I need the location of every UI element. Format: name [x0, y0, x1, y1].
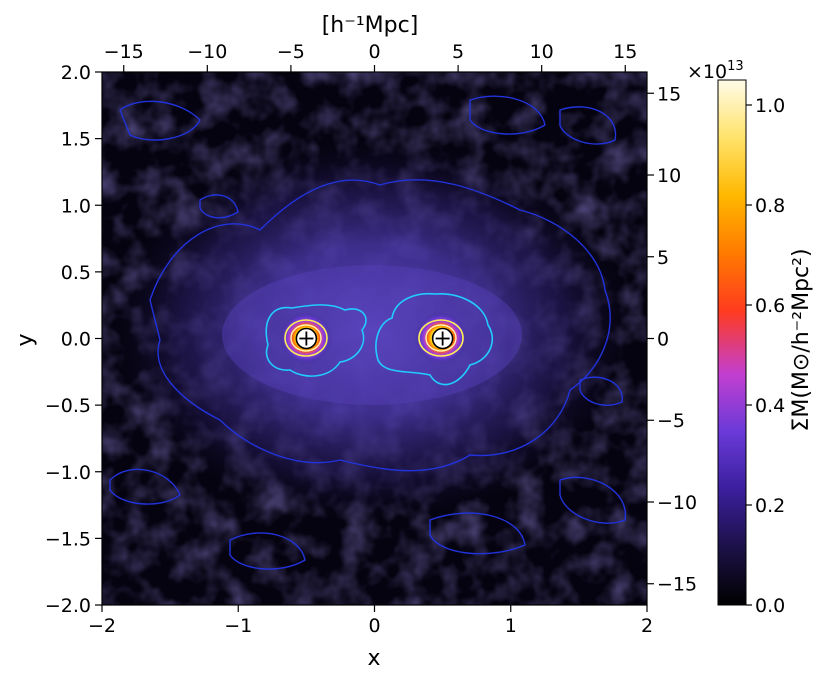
colorbar-tick-label: 0.8 [755, 195, 785, 217]
halo-1-contour-inner [290, 324, 322, 352]
marker-layer [295, 327, 454, 350]
halo-1-contour-outer [284, 319, 328, 357]
x-tick-label: 0 [368, 615, 380, 637]
colorbar-tick-label: 0.6 [755, 295, 785, 317]
right-y-tick-label: 10 [657, 165, 681, 187]
contour-level-2 [265, 292, 494, 386]
x-tick-label: 1 [505, 615, 517, 637]
right-y-tick-label: −15 [657, 574, 697, 596]
halo-2-marker [431, 327, 454, 350]
colorbar-multiplier-exp: 13 [727, 59, 744, 74]
x-tick-label: −1 [224, 615, 252, 637]
halo-2-contour-inner [425, 324, 457, 352]
top-x-tick-label: 0 [368, 41, 380, 63]
right-y-tick-label: 0 [657, 329, 669, 351]
top-axis-label: [h⁻¹Mpc] [322, 13, 419, 38]
heatmap-panel [102, 72, 647, 605]
colorbar-tick-label: 0.4 [755, 395, 785, 417]
y-tick-label: 0.5 [61, 262, 91, 284]
y-axis-label: y [13, 333, 38, 346]
colorbar-tick-label: 0.0 [755, 595, 785, 617]
axis-ticks: −2 −1 0 1 2−2.0−1.5−1.0−0.50.00.51.01.52.0−1… [45, 41, 697, 637]
x-tick-label: −2 [88, 615, 116, 637]
right-y-tick-label: 5 [657, 247, 669, 269]
colorbar-multiplier-base: ×10 [687, 61, 727, 83]
top-x-tick-label: 15 [613, 41, 637, 63]
halo-2-contour-outer [418, 319, 464, 357]
colorbar-ticks: 0.0 0.2 0.4 0.6 0.8 1.0 [746, 95, 785, 617]
top-x-tick-label: −10 [187, 41, 227, 63]
y-tick-label: 1.0 [61, 195, 91, 217]
contour-level-1 [109, 95, 626, 570]
colorbar-multiplier: ×1013 [687, 59, 744, 83]
y-tick-label: −1.0 [45, 462, 91, 484]
top-x-tick-label: −15 [104, 41, 144, 63]
colorbar-label: ΣM(M⊙/h⁻²Mpc²) [789, 248, 814, 431]
x-axis-label: x [367, 646, 380, 671]
right-y-tick-label: 15 [657, 83, 681, 105]
top-x-tick-label: 5 [452, 41, 464, 63]
y-tick-label: 1.5 [61, 129, 91, 151]
colorbar-tick-label: 0.2 [755, 495, 785, 517]
right-y-tick-label: −10 [657, 492, 697, 514]
top-x-tick-label: −5 [277, 41, 305, 63]
y-tick-label: −0.5 [45, 395, 91, 417]
cluster-core [222, 265, 522, 405]
y-tick-label: −2.0 [45, 595, 91, 617]
cluster-glow [112, 140, 632, 520]
colorbar-gradient [717, 79, 747, 606]
y-tick-label: 0.0 [61, 329, 91, 351]
colorbar-tick-label: 1.0 [755, 95, 785, 117]
halo-1-marker [295, 327, 318, 350]
top-x-tick-label: 10 [530, 41, 554, 63]
x-tick-label: 2 [641, 615, 653, 637]
right-y-tick-label: −5 [657, 410, 685, 432]
y-tick-label: 2.0 [61, 62, 91, 84]
y-tick-label: −1.5 [45, 528, 91, 550]
colorbar: 0.0 0.2 0.4 0.6 0.8 1.0 ×1013 ΣM(M⊙/h⁻²Mpc²) [687, 59, 814, 617]
